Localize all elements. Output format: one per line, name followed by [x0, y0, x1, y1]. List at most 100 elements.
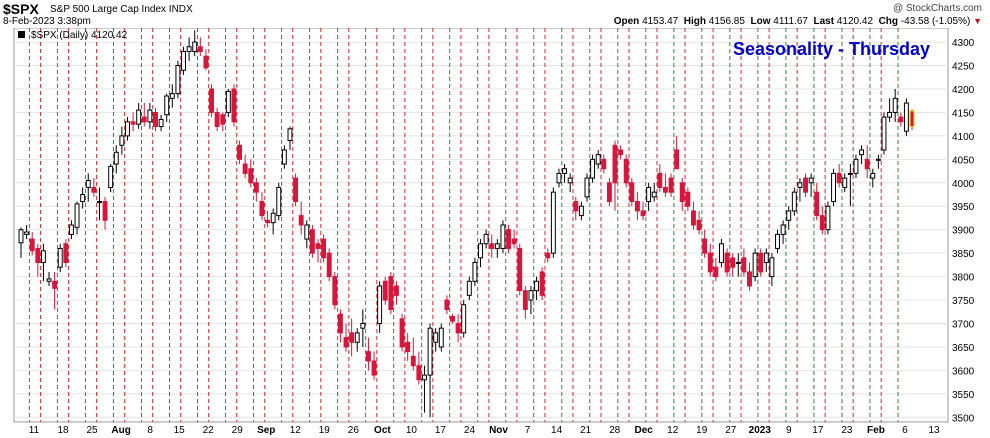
candle — [52, 271, 58, 310]
candle-body — [573, 201, 579, 212]
candle-body — [63, 243, 69, 264]
brand-label[interactable]: @ StockCharts.com — [892, 3, 982, 14]
candle — [130, 112, 136, 132]
candle — [719, 239, 724, 268]
y-tick-label: 3750 — [952, 296, 975, 307]
y-tick-label: 3550 — [952, 390, 975, 401]
candle — [388, 271, 394, 315]
candle-body — [382, 280, 388, 301]
candle-body — [606, 182, 612, 203]
candle — [63, 239, 69, 268]
candle-body — [248, 168, 254, 184]
candle — [741, 248, 747, 277]
candle-body — [96, 201, 102, 204]
candle — [141, 103, 147, 127]
candle — [612, 140, 618, 211]
candle — [24, 225, 30, 240]
candle-body — [685, 191, 691, 207]
candle-body — [690, 210, 696, 226]
candle — [573, 196, 579, 221]
chg-value: -43.58 (-1.05%) — [900, 16, 971, 27]
y-tick-label: 4150 — [952, 108, 975, 119]
y-tick-label: 4250 — [952, 62, 975, 73]
candle-body — [478, 243, 483, 259]
x-tick-label: 7 — [525, 425, 531, 436]
candle-body — [707, 252, 713, 273]
candle — [365, 337, 371, 371]
low-value: 4111.67 — [773, 16, 808, 27]
candle-body — [640, 210, 646, 217]
candle-body — [662, 186, 668, 193]
candle — [769, 253, 775, 286]
candle — [489, 234, 495, 258]
candle — [337, 309, 343, 343]
low-label: Low — [750, 16, 771, 27]
candle-body — [181, 50, 186, 71]
candle — [791, 187, 797, 216]
candle — [786, 206, 792, 230]
y-tick-label: 3600 — [952, 366, 975, 377]
high-label: High — [683, 16, 706, 27]
candle — [220, 112, 226, 132]
candle — [153, 107, 158, 132]
candle-body — [46, 278, 52, 282]
candle-body — [483, 233, 489, 245]
candle — [29, 232, 35, 256]
candle-body — [427, 327, 433, 376]
series-legend: $SPX (Daily) 4120.42 — [31, 30, 128, 41]
candle-body — [657, 172, 663, 188]
candle-body — [136, 109, 142, 125]
candle — [517, 243, 523, 296]
down-triangle-icon: ▼ — [973, 16, 982, 26]
candle — [887, 98, 893, 122]
candle-body — [186, 46, 192, 52]
candle-body — [870, 172, 876, 179]
candle — [556, 168, 562, 188]
candle — [803, 173, 808, 197]
candle — [534, 276, 540, 301]
candle — [831, 168, 837, 207]
y-tick-label: 4300 — [952, 38, 975, 49]
candle-body — [242, 163, 248, 174]
candle — [18, 227, 24, 258]
candle — [433, 328, 439, 352]
candle — [393, 281, 399, 305]
candle — [304, 220, 310, 249]
candles — [18, 30, 915, 418]
candle — [377, 281, 383, 333]
candle-body — [500, 224, 506, 249]
candle — [113, 145, 119, 174]
candle — [422, 365, 427, 413]
candle — [528, 285, 534, 315]
y-tick-label: 4000 — [952, 179, 975, 190]
candle-body — [326, 252, 332, 278]
candle — [40, 243, 46, 282]
candle — [892, 88, 898, 122]
candle-body — [119, 135, 125, 146]
candle — [853, 154, 859, 179]
candle — [46, 271, 52, 286]
candle — [399, 314, 405, 352]
candle-body — [511, 238, 517, 245]
candle-body — [153, 111, 158, 128]
candle-body — [74, 203, 80, 228]
x-tick-label: 22 — [203, 425, 215, 436]
candle-body — [791, 191, 797, 212]
candle-body — [343, 337, 349, 348]
candle — [634, 192, 640, 221]
candle-body — [57, 247, 63, 268]
candle — [606, 178, 612, 207]
x-tick-label: Aug — [111, 425, 130, 436]
candle-body — [214, 111, 220, 128]
candle-body — [259, 201, 265, 217]
ohlc-readout: Open 4153.47 High 4156.85 Low 4111.67 La… — [614, 16, 982, 27]
candle-body — [679, 182, 685, 203]
candle — [444, 295, 450, 315]
candle — [326, 248, 332, 282]
candle-body — [534, 280, 540, 292]
candle — [164, 93, 170, 122]
candle-body — [130, 121, 136, 125]
candle — [102, 196, 108, 230]
y-tick-label: 3500 — [952, 413, 975, 424]
candle — [192, 30, 198, 57]
